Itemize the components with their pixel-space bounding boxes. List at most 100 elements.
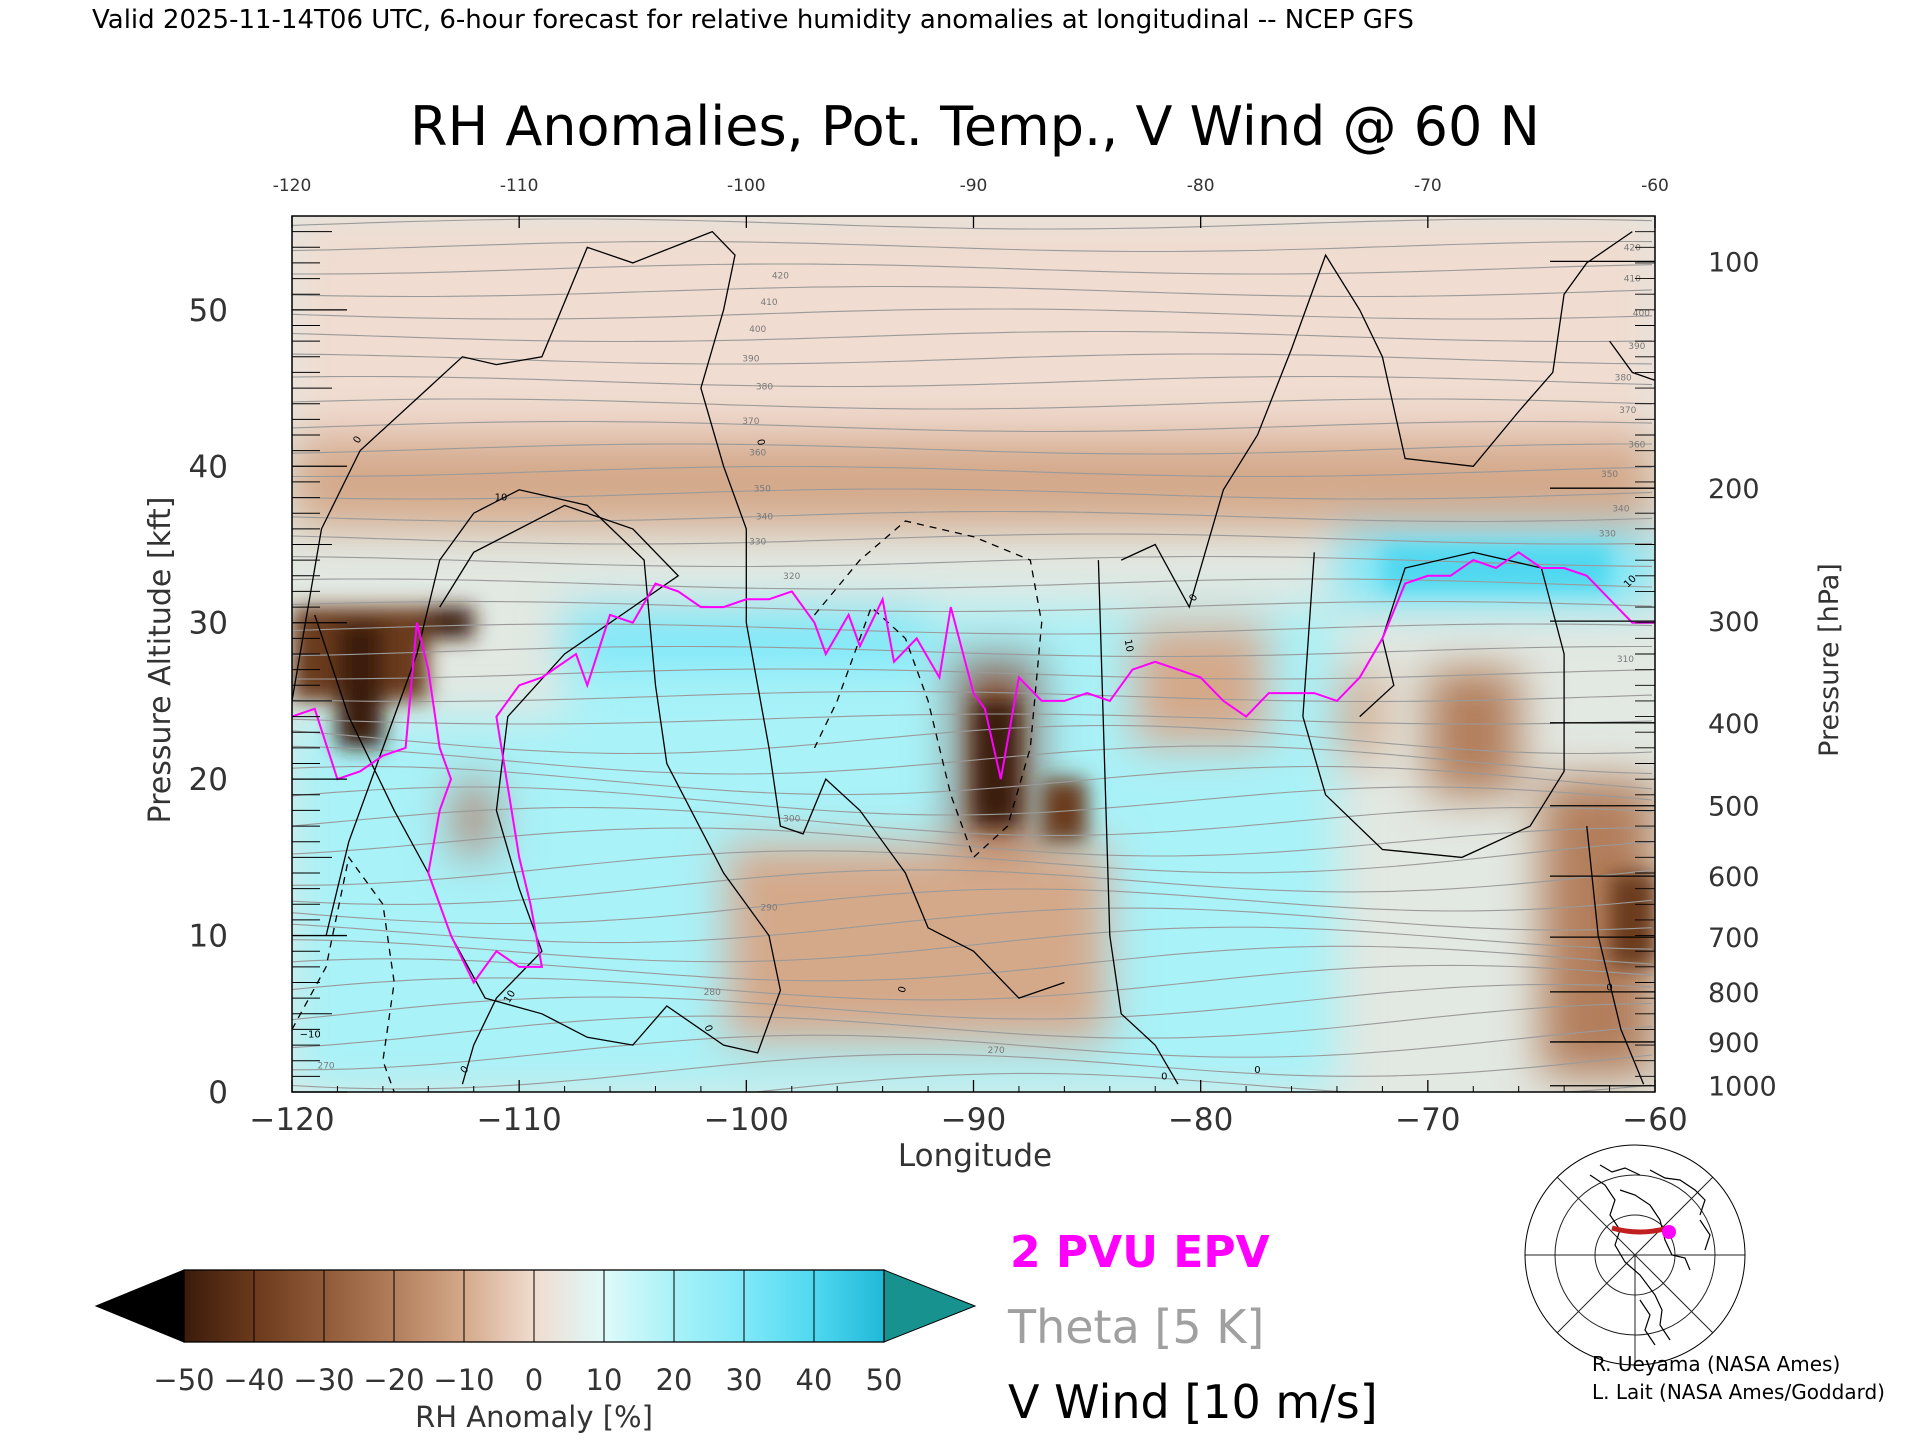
x-tick-label: −110 [477,1102,562,1138]
theta-isentrope [292,308,1653,320]
vwind-contour [292,230,1065,999]
pressure-tick-label: 300 [1708,607,1760,638]
theta-label: 330 [1599,530,1616,540]
theta-isentrope [292,888,1653,925]
theta-isentrope [292,197,1652,207]
theta-isentrope [292,806,1653,837]
x-tick-label-top: -60 [1641,176,1669,196]
x-tick-label-top: -110 [500,176,539,196]
legend-theta: Theta [5 K] [1007,1300,1264,1354]
colorbar-segment [464,1270,535,1342]
chart-title: RH Anomalies, Pot. Temp., V Wind @ 60 N [410,95,1540,158]
credit-line-1: R. Ueyama (NASA Ames) [1592,1352,1840,1376]
vwind-label: 0 [1161,1071,1167,1082]
theta-isentrope [292,690,1653,703]
colorbar-tick-label: 40 [796,1363,833,1397]
colorbar-tick-label: −10 [433,1363,494,1397]
theta-isentrope [292,827,1653,857]
vwind-contour [1120,231,1633,609]
vwind-label: 0 [702,1024,715,1034]
theta-isentrope [292,945,1653,982]
theta-label: 280 [704,988,721,998]
vwind-label: 0 [352,434,365,445]
colorbar-tick-label: 50 [866,1363,903,1397]
theta-label: 410 [760,298,777,308]
vwind-label: 0 [754,438,766,446]
theta-isentrope [292,263,1653,275]
rh-anomaly-region [428,607,474,639]
theta-label: 400 [749,325,766,335]
theta-isentrope [292,1003,1653,1049]
vwind-label: 0 [459,1064,472,1076]
colorbar-frame [183,1269,885,1343]
theta-isentrope [750,1072,1653,1092]
vwind-label: 0 [1254,1065,1260,1076]
theta-isentrope [292,645,1652,658]
vwind-label: −10 [300,1029,321,1040]
x-tick-label: −100 [704,1102,789,1138]
theta-label: 290 [760,904,777,914]
colorbar-label: RH Anomaly [%] [415,1400,653,1434]
theta-label: 370 [1619,406,1636,416]
colorbar-tick-label: 0 [525,1363,543,1397]
pressure-tick-label: 500 [1708,792,1760,823]
colorbar-segment [744,1270,815,1342]
theta-label: 380 [1615,373,1632,383]
y-tick-label: 40 [189,449,228,485]
x-tick-label: −60 [1622,1102,1687,1138]
theta-label: 350 [1601,470,1618,480]
theta-isentrope [292,786,1653,816]
colorbar-tick-label: 10 [586,1363,623,1397]
colorbar-segment [184,1270,255,1342]
colorbar-tick-label: −40 [223,1363,284,1397]
rh-anomaly-region [451,779,497,858]
legend-epv: 2 PVU EPV [1010,1227,1270,1278]
theta-label: 370 [742,417,759,427]
credit-line-2: L. Lait (NASA Ames/Goddard) [1592,1380,1885,1404]
pressure-tick-label: 900 [1708,1028,1760,1059]
pressure-tick-label: 600 [1708,862,1760,893]
theta-isentrope [292,964,1653,1001]
colorbar-segment [674,1270,745,1342]
vwind-label: 0 [1606,982,1612,993]
theta-label: 340 [1612,505,1629,515]
colorbar-tick-label: −50 [153,1363,214,1397]
theta-isentrope [292,907,1653,944]
theta-label: 270 [317,1062,334,1072]
theta-contour-labels: 420 410 400 390 380 370 360 350 340 330 320 300 290 2… [317,243,1650,1071]
pressure-tick-label: 400 [1708,709,1760,740]
theta-isentrope [292,375,1653,388]
theta-isentrope [292,420,1653,433]
y-tick-label: 0 [208,1075,228,1111]
theta-isentrope [292,713,1653,725]
theta-isentrope [292,510,1653,523]
theta-isentrope [292,1026,1653,1071]
theta-label: 310 [1617,655,1634,665]
y-tick-label: 20 [189,762,228,798]
x-axis-top: -120 -110 -100 -90 -80 -70 -60 [273,176,1669,228]
vwind-contour [1586,826,1645,1085]
theta-isentrope [292,285,1653,298]
theta-label: 340 [756,512,773,522]
theta-isentrope [292,841,1653,886]
y-tick-label: 30 [189,606,228,642]
inset-map [1524,1144,1746,1366]
theta-label: 320 [783,572,800,582]
theta-label: 410 [1624,275,1641,285]
vwind-contour [439,504,680,1085]
theta-isentrope [292,983,1653,1021]
top-caption: Valid 2025-11-14T06 UTC, 6-hour forecast… [92,5,1414,35]
vwind-label: 10 [495,493,508,504]
y-axis-right: 100 200 300 400 500 600 700 800 900 1000 [1550,231,1777,1103]
vwind-label: 0 [897,985,909,994]
x-axis-bottom: −120 −110 −100 −90 −80 −70 −60 [249,1080,1688,1138]
pressure-tick-label: 1000 [1708,1072,1777,1103]
theta-label: 300 [783,814,800,824]
theta-label: 330 [749,538,766,548]
pressure-tick-label: 700 [1708,923,1760,954]
theta-isentrope [292,600,1653,613]
vwind-contour [292,855,395,1092]
rh-anomaly-region [723,841,1110,1046]
theta-isentrope [292,398,1653,410]
